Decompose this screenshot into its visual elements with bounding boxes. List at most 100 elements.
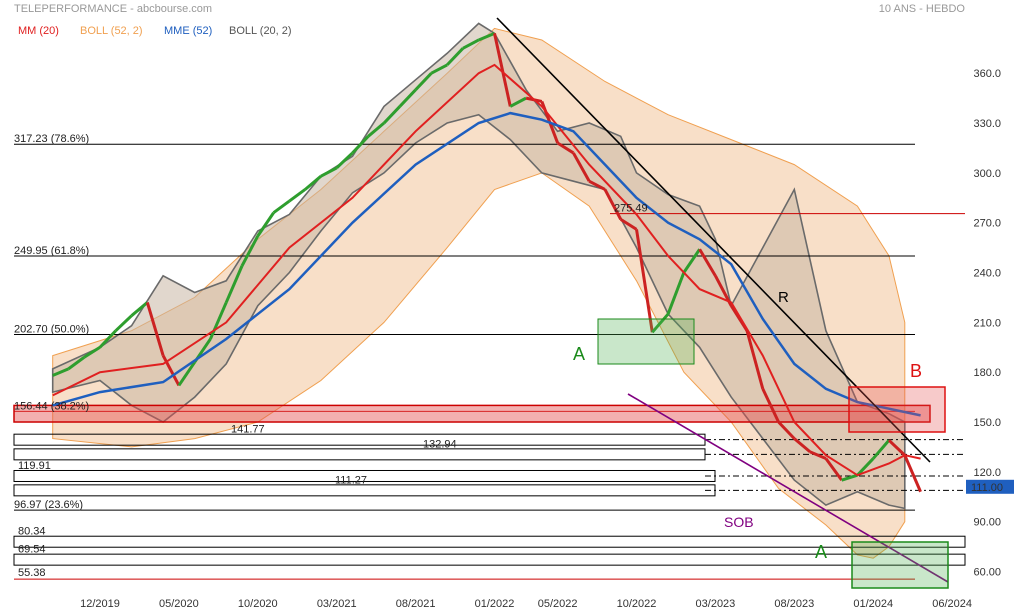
y-tick-label: 90.00 — [973, 517, 1001, 529]
fib-levels — [13, 143, 965, 580]
annotation-sob: SOB — [724, 514, 754, 530]
y-tick-label: 120.0 — [973, 467, 1001, 479]
legend-boll52: BOLL (52, 2) — [80, 25, 143, 37]
zone-a-upper — [597, 318, 695, 365]
price-candle-9 — [177, 361, 196, 387]
box-label-0: 141.77 — [231, 424, 265, 436]
annotation-b: B — [910, 361, 922, 381]
price-candle-45 — [745, 330, 765, 390]
zone-box-4 — [13, 535, 966, 548]
price-candle-19 — [335, 151, 354, 169]
resistance-trendline — [496, 17, 931, 463]
price-candle-52 — [856, 457, 875, 477]
price-candle-24 — [414, 72, 433, 91]
y-tick-label: 360.0 — [973, 68, 1001, 80]
price-candle-5 — [114, 314, 133, 332]
level-labels: 317.23 (78.6%) 249.95 (61.8%) 202.70 (50.0… — [14, 133, 648, 579]
price-candle-13 — [240, 235, 260, 267]
price-candle-39 — [651, 313, 670, 334]
y-tick-label: 330.0 — [973, 118, 1001, 130]
price-candle-7 — [145, 301, 165, 356]
legend-mm20: MM (20) — [18, 25, 59, 37]
zone-box-1 — [13, 448, 706, 461]
price-candle-4 — [98, 329, 117, 349]
price-candle-28 — [478, 31, 496, 42]
y-tick-label: 150.0 — [973, 417, 1001, 429]
price-candle-23 — [398, 88, 417, 108]
x-tick-label: 01/2024 — [853, 598, 893, 610]
box-label-5: 69.54 — [18, 544, 46, 556]
legend-mme52: MME (52) — [164, 25, 212, 37]
price-candle-46 — [761, 388, 780, 423]
y-tick-label: 60.00 — [973, 567, 1001, 579]
last-price-tag — [966, 479, 1014, 494]
chart-period: 10 ANS - HEBDO — [879, 3, 966, 15]
price-candle-8 — [161, 354, 181, 387]
price-candle-1 — [52, 367, 70, 377]
price-candle-33 — [556, 141, 575, 155]
y-tick-label: 210.0 — [973, 317, 1001, 329]
price-candle-55 — [903, 454, 922, 493]
box-label-2: 119.91 — [18, 460, 51, 472]
price-candle-2 — [67, 356, 86, 371]
last-price-label: 111.00 — [971, 482, 1003, 494]
price-candle-22 — [382, 105, 401, 125]
x-tick-label: 03/2023 — [696, 598, 736, 610]
overlays: A B R SOB A — [496, 17, 949, 589]
price-candle-50 — [824, 457, 843, 482]
level-label-2: 202.70 (50.0%) — [14, 323, 89, 335]
zone-a-lower — [851, 541, 949, 589]
price-candle-15 — [272, 199, 291, 214]
annotation-r: R — [778, 289, 789, 306]
price-candle-3 — [83, 345, 101, 359]
price-candle-53 — [872, 439, 891, 460]
legend-boll20: BOLL (20, 2) — [229, 25, 292, 37]
price-candle-38 — [635, 229, 654, 333]
price-candle-36 — [603, 188, 623, 221]
level-156-zone — [13, 404, 931, 423]
y-tick-label: 270.0 — [973, 218, 1001, 230]
mm20-line — [52, 63, 921, 477]
price-candle-21 — [367, 121, 386, 138]
price-candle-12 — [224, 265, 244, 304]
zone-b — [848, 386, 946, 433]
box-label-1: 132.94 — [423, 438, 457, 450]
level-label-1: 249.95 (61.8%) — [14, 245, 89, 257]
bollinger-bands — [51, 22, 906, 559]
price-candle-29 — [493, 33, 512, 107]
price-candle-51 — [841, 473, 858, 482]
price-candle-17 — [304, 175, 322, 191]
price-candle-42 — [698, 248, 717, 277]
price-candle-25 — [430, 63, 448, 75]
zone-box-5 — [13, 553, 966, 566]
mme52-line — [52, 111, 921, 417]
box-label-3: 111.27 — [335, 474, 367, 486]
x-tick-label: 05/2020 — [159, 598, 199, 610]
zone-boxes — [13, 433, 966, 566]
y-tick-label: 180.0 — [973, 367, 1001, 379]
price-candle-30 — [509, 96, 527, 108]
x-tick-label: 03/2021 — [317, 598, 357, 610]
price-candle-49 — [809, 450, 827, 460]
price-candle-16 — [288, 188, 307, 203]
level-label-5: 55.38 — [18, 567, 46, 579]
x-tick-label: 01/2022 — [475, 598, 515, 610]
price-candle-20 — [351, 135, 370, 154]
x-tick-label: 06/2024 — [932, 598, 972, 610]
price-candle-35 — [588, 179, 606, 191]
price-candle-34 — [572, 152, 591, 182]
price-candle-44 — [729, 304, 749, 332]
y-tick-label: 240.0 — [973, 268, 1001, 280]
price-candle-37 — [619, 218, 638, 231]
x-tick-label: 10/2022 — [617, 598, 657, 610]
x-tick-label: 05/2022 — [538, 598, 578, 610]
y-axis: 360.0 330.0 300.0 270.0 240.0 210.0 180.0 150.0… — [966, 68, 1014, 579]
y-tick-label: 300.0 — [973, 168, 1001, 180]
level-label-3: 156.44 (38.2%) — [14, 400, 89, 412]
annotation-a-upper: A — [573, 344, 585, 364]
level-label-0: 317.23 (78.6%) — [14, 133, 89, 145]
price-candle-40 — [666, 271, 686, 315]
price-candle-18 — [320, 166, 338, 178]
